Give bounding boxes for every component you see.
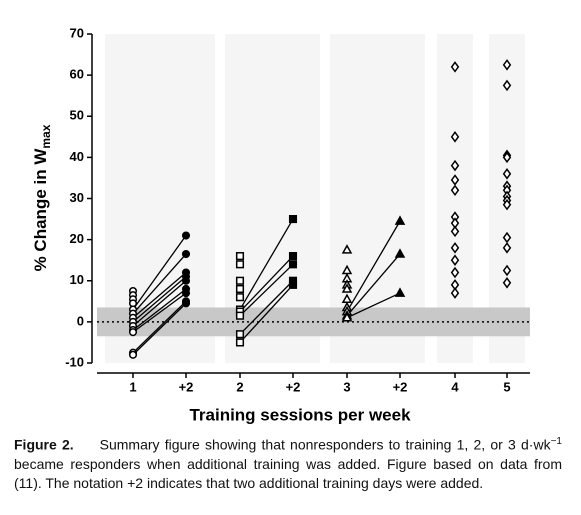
y-axis-label-main: % Change in W bbox=[31, 148, 50, 272]
pair-line bbox=[346, 220, 401, 312]
point bbox=[502, 242, 512, 254]
point bbox=[235, 284, 245, 294]
point bbox=[341, 244, 353, 254]
point bbox=[450, 225, 460, 238]
caption-text: Summary figure showing that nonresponder… bbox=[99, 436, 551, 453]
y-tick-label: 20 bbox=[70, 231, 84, 246]
point bbox=[502, 198, 512, 211]
y-tick-label: -10 bbox=[65, 354, 84, 369]
pair-line bbox=[239, 255, 294, 313]
x-tick-label: 1 bbox=[129, 379, 136, 394]
pair-line bbox=[346, 253, 401, 317]
point bbox=[235, 330, 245, 339]
point bbox=[235, 260, 245, 269]
point bbox=[128, 350, 138, 359]
caption-text: became responders when additional traini… bbox=[14, 455, 562, 491]
point bbox=[181, 276, 191, 285]
x-tick-label: 2 bbox=[236, 379, 243, 394]
point bbox=[450, 254, 460, 266]
y-axis-label: % Change in Wmax bbox=[31, 124, 53, 271]
point bbox=[235, 252, 245, 261]
y-tick-label: 30 bbox=[70, 190, 84, 205]
x-tick-label: +2 bbox=[393, 379, 408, 394]
x-tick-label: +2 bbox=[179, 379, 194, 394]
point bbox=[450, 242, 460, 254]
pair-line bbox=[239, 263, 294, 317]
pair-line bbox=[346, 292, 401, 319]
y-tick-label: 40 bbox=[70, 149, 84, 164]
point bbox=[502, 151, 512, 164]
point bbox=[288, 280, 298, 289]
pair-line bbox=[132, 300, 187, 354]
point bbox=[288, 260, 298, 269]
point bbox=[341, 312, 353, 322]
point bbox=[450, 61, 460, 73]
y-tick-label: 60 bbox=[70, 67, 84, 82]
point bbox=[181, 299, 191, 308]
point bbox=[235, 276, 245, 285]
pair-line bbox=[132, 253, 187, 315]
point bbox=[235, 338, 245, 347]
point bbox=[450, 174, 460, 186]
y-axis-label-sub: max bbox=[39, 124, 53, 148]
point bbox=[181, 231, 191, 240]
y-tick-label: 10 bbox=[70, 272, 84, 287]
pair-line bbox=[239, 284, 294, 343]
caption: Figure 2. Summary figure showing that no… bbox=[14, 432, 562, 493]
point bbox=[502, 79, 512, 92]
pair-line bbox=[132, 280, 187, 327]
pair-line bbox=[239, 218, 294, 310]
pair-line bbox=[132, 302, 187, 356]
pair-line bbox=[239, 280, 294, 335]
caption-sup: −1 bbox=[550, 436, 562, 447]
point bbox=[235, 293, 245, 302]
point bbox=[450, 131, 460, 143]
pair-line bbox=[132, 288, 187, 331]
point bbox=[450, 287, 460, 299]
point bbox=[181, 289, 191, 298]
point bbox=[235, 311, 245, 320]
point bbox=[502, 168, 512, 180]
y-tick-label: 50 bbox=[70, 108, 84, 123]
point bbox=[502, 231, 512, 244]
x-axis-label: Training sessions per week bbox=[189, 405, 411, 424]
point bbox=[502, 59, 512, 71]
point bbox=[288, 215, 298, 224]
point bbox=[288, 252, 298, 261]
point bbox=[181, 249, 191, 259]
point bbox=[394, 287, 406, 297]
point bbox=[394, 248, 406, 258]
y-tick-label: 70 bbox=[70, 25, 84, 40]
point bbox=[341, 283, 353, 293]
y-tick-label: 0 bbox=[77, 313, 84, 328]
point bbox=[450, 266, 460, 279]
x-tick-label: 5 bbox=[503, 379, 510, 394]
x-tick-label: +2 bbox=[286, 379, 301, 394]
point bbox=[128, 328, 138, 337]
pair-line bbox=[132, 276, 187, 323]
caption-label: Figure 2. bbox=[14, 436, 74, 453]
point bbox=[450, 184, 460, 197]
chart: Training sessions per week % Change in W… bbox=[31, 25, 530, 424]
pair-line bbox=[132, 292, 187, 333]
pair-line bbox=[132, 235, 187, 310]
point bbox=[502, 264, 512, 277]
pair-line bbox=[132, 272, 187, 319]
point bbox=[450, 159, 460, 172]
point bbox=[394, 215, 406, 225]
x-tick-label: 4 bbox=[451, 379, 459, 394]
x-tick-label: 3 bbox=[343, 379, 350, 394]
point bbox=[502, 277, 512, 289]
